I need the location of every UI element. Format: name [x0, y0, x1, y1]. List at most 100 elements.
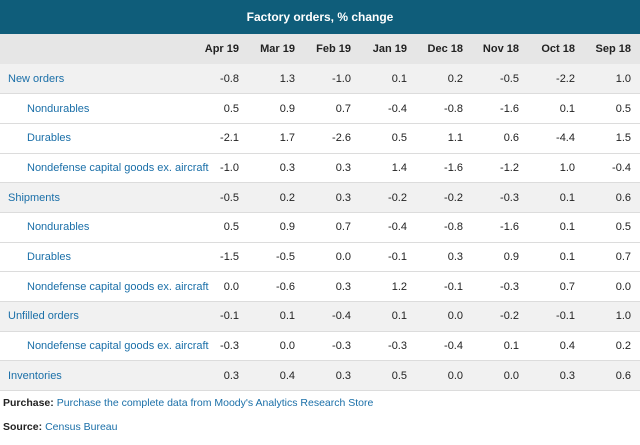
value-cell: -0.3 [304, 331, 360, 362]
column-header: Jan 19 [360, 34, 416, 64]
value-cell: 1.5 [584, 123, 640, 154]
row-label-link[interactable]: Durables [0, 123, 192, 154]
table-body: New orders -0.8 1.3 -1.0 0.1 0.2 -0.5 -2.2 1.0 No… [0, 64, 640, 392]
row-label-link[interactable]: Nondurables [0, 212, 192, 243]
value-cell: -0.4 [360, 93, 416, 124]
table-row: Nondefense capital goods ex. aircraft 0.0… [0, 271, 640, 302]
value-cell: 0.0 [416, 301, 472, 332]
row-label-link[interactable]: Inventories [0, 360, 192, 392]
row-label-link[interactable]: Unfilled orders [0, 301, 192, 332]
value-cell: 0.5 [192, 93, 248, 124]
factory-orders-table: Apr 19 Mar 19 Feb 19 Jan 19 Dec 18 Nov 18 Oct … [0, 34, 640, 392]
value-cell: -0.3 [472, 271, 528, 302]
row-label-link[interactable]: Nondefense capital goods ex. aircraft [0, 271, 209, 302]
column-header: Nov 18 [472, 34, 528, 64]
value-cell: 0.6 [584, 360, 640, 392]
value-cell: 0.0 [472, 360, 528, 392]
value-cell: 0.7 [304, 212, 360, 243]
value-cell: 0.0 [304, 242, 360, 273]
value-cell: 0.3 [192, 360, 248, 392]
value-cell: -2.6 [304, 123, 360, 154]
value-cell: -2.1 [192, 123, 248, 154]
value-cell: 0.1 [360, 301, 416, 332]
value-cell: 0.3 [304, 271, 360, 302]
value-cell: -0.1 [416, 271, 472, 302]
value-cell: -2.2 [528, 64, 584, 95]
value-cell: 0.3 [304, 182, 360, 213]
value-cell: -0.1 [528, 301, 584, 332]
column-header: Mar 19 [248, 34, 304, 64]
value-cell: -0.5 [472, 64, 528, 95]
table-row: Durables -1.5 -0.5 0.0 -0.1 0.3 0.9 0.1 0.7 [0, 242, 640, 273]
value-cell: -0.8 [416, 93, 472, 124]
value-cell: 0.1 [528, 182, 584, 213]
value-cell: 0.1 [528, 212, 584, 243]
value-cell: -4.4 [528, 123, 584, 154]
value-cell: -0.2 [416, 182, 472, 213]
value-cell: -0.1 [360, 242, 416, 273]
value-cell: 1.4 [360, 153, 416, 184]
row-label-link[interactable]: Nondefense capital goods ex. aircraft [0, 153, 209, 184]
column-header: Dec 18 [416, 34, 472, 64]
row-label-link[interactable]: Nondurables [0, 93, 192, 124]
value-cell: 1.3 [248, 64, 304, 95]
column-header: Oct 18 [528, 34, 584, 64]
value-cell: 0.0 [416, 360, 472, 392]
value-cell: -0.3 [472, 182, 528, 213]
value-cell: 0.4 [248, 360, 304, 392]
value-cell: 1.7 [248, 123, 304, 154]
value-cell: -0.4 [416, 331, 472, 362]
value-cell: 0.6 [584, 182, 640, 213]
value-cell: 1.0 [528, 153, 584, 184]
value-cell: 0.9 [248, 93, 304, 124]
purchase-link[interactable]: Purchase the complete data from Moody's … [56, 397, 374, 410]
value-cell: -0.5 [248, 242, 304, 273]
column-header: Feb 19 [304, 34, 360, 64]
value-cell: 0.3 [304, 153, 360, 184]
value-cell: 0.5 [192, 212, 248, 243]
table-row: Nondurables 0.5 0.9 0.7 -0.4 -0.8 -1.6 0.1 0.5 [0, 212, 640, 243]
value-cell: -0.1 [192, 301, 248, 332]
table-row: Nondurables 0.5 0.9 0.7 -0.4 -0.8 -1.6 0.1 0.5 [0, 93, 640, 124]
table-row: Nondefense capital goods ex. aircraft -0.… [0, 331, 640, 362]
value-cell: 0.7 [584, 242, 640, 273]
column-header: Apr 19 [192, 34, 248, 64]
table-row: Durables -2.1 1.7 -2.6 0.5 1.1 0.6 -4.4 1.5 [0, 123, 640, 154]
value-cell: -1.0 [192, 153, 248, 184]
row-label-link[interactable]: Nondefense capital goods ex. aircraft [0, 331, 209, 362]
value-cell: -0.2 [472, 301, 528, 332]
column-header: Sep 18 [584, 34, 640, 64]
value-cell: 0.1 [360, 64, 416, 95]
value-cell: -0.3 [360, 331, 416, 362]
value-cell: 0.1 [472, 331, 528, 362]
table-row: New orders -0.8 1.3 -1.0 0.1 0.2 -0.5 -2.2 1.0 [0, 64, 640, 95]
source-link[interactable]: Census Bureau [45, 421, 118, 434]
row-label-link[interactable]: Shipments [0, 182, 192, 213]
source-note: Source: Census Bureau [3, 415, 640, 439]
value-cell: -1.0 [304, 64, 360, 95]
table-row: Unfilled orders -0.1 0.1 -0.4 0.1 0.0 -0.2 -0.1… [0, 301, 640, 332]
value-cell: 0.9 [472, 242, 528, 273]
value-cell: 0.3 [528, 360, 584, 392]
value-cell: -0.4 [584, 153, 640, 184]
value-cell: 0.1 [528, 242, 584, 273]
header-label-cell [0, 34, 192, 64]
value-cell: 0.2 [584, 331, 640, 362]
value-cell: 0.7 [528, 271, 584, 302]
table-row: Inventories 0.3 0.4 0.3 0.5 0.0 0.0 0.3 0.6 [0, 360, 640, 392]
value-cell: 0.4 [528, 331, 584, 362]
header-row: Apr 19 Mar 19 Feb 19 Jan 19 Dec 18 Nov 18 Oct … [0, 34, 640, 64]
value-cell: 1.2 [360, 271, 416, 302]
value-cell: 0.1 [528, 93, 584, 124]
value-cell: -1.2 [472, 153, 528, 184]
value-cell: -0.2 [360, 182, 416, 213]
value-cell: -0.5 [192, 182, 248, 213]
value-cell: 1.0 [584, 64, 640, 95]
value-cell: 1.0 [584, 301, 640, 332]
value-cell: -0.4 [360, 212, 416, 243]
source-label: Source: [3, 421, 43, 434]
value-cell: 0.9 [248, 212, 304, 243]
row-label-link[interactable]: Durables [0, 242, 192, 273]
value-cell: 0.2 [416, 64, 472, 95]
row-label-link[interactable]: New orders [0, 64, 192, 95]
